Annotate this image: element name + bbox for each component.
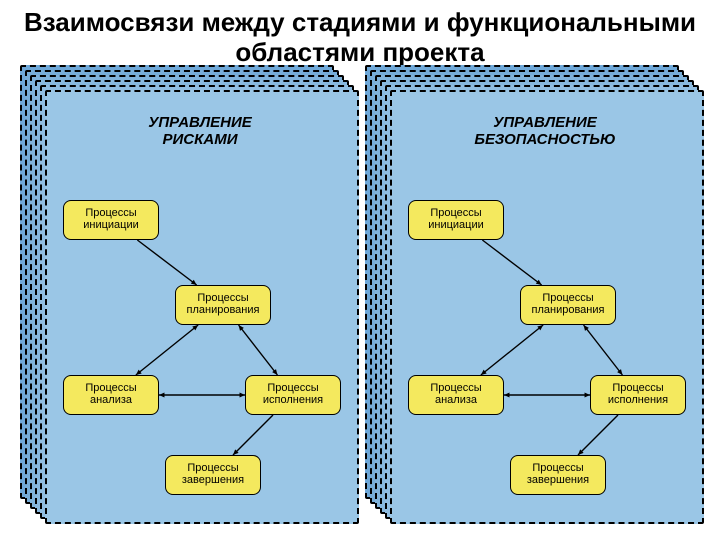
card-content: УПРАВЛЕНИЕБЕЗОПАСНОСТЬЮ Процессыинициации… bbox=[390, 90, 700, 520]
group-title: УПРАВЛЕНИЕРИСКАМИ bbox=[45, 114, 355, 148]
title-text: Взаимосвязи между стадиями и функциональ… bbox=[24, 7, 696, 67]
process-completion: Процессызавершения bbox=[510, 455, 606, 495]
group-title-line1: УПРАВЛЕНИЕ bbox=[45, 114, 355, 131]
process-execution: Процессыисполнения bbox=[590, 375, 686, 415]
arrow-head-icon bbox=[192, 325, 198, 330]
arrow-head-icon bbox=[584, 325, 589, 331]
edge-line bbox=[233, 415, 273, 455]
group-title-line1: УПРАВЛЕНИЕ bbox=[390, 114, 700, 131]
edge-line bbox=[137, 240, 196, 285]
process-analysis-label-2: анализа bbox=[64, 395, 158, 407]
process-execution: Процессыисполнения bbox=[245, 375, 341, 415]
group-title-line2: БЕЗОПАСНОСТЬЮ bbox=[390, 131, 700, 148]
process-execution-label-2: исполнения bbox=[591, 395, 685, 407]
group-title: УПРАВЛЕНИЕБЕЗОПАСНОСТЬЮ bbox=[390, 114, 700, 148]
process-completion-label-2: завершения bbox=[166, 475, 260, 487]
process-planning-label-2: планирования bbox=[176, 305, 270, 317]
process-planning-label-2: планирования bbox=[521, 305, 615, 317]
page: Взаимосвязи между стадиями и функциональ… bbox=[0, 0, 720, 540]
edge-line bbox=[239, 325, 278, 375]
page-title: Взаимосвязи между стадиями и функциональ… bbox=[0, 8, 720, 68]
process-initiation-label-2: инициации bbox=[64, 220, 158, 232]
process-planning: Процессыпланирования bbox=[520, 285, 616, 325]
arrow-head-icon bbox=[504, 393, 509, 398]
process-completion-label-2: завершения bbox=[511, 475, 605, 487]
edge-line bbox=[481, 325, 543, 375]
process-initiation: Процессыинициации bbox=[408, 200, 504, 240]
process-analysis-label-2: анализа bbox=[409, 395, 503, 407]
edge-line bbox=[584, 325, 623, 375]
process-initiation-label-2: инициации bbox=[409, 220, 503, 232]
group-title-line2: РИСКАМИ bbox=[45, 131, 355, 148]
edge-line bbox=[578, 415, 618, 455]
card-content: УПРАВЛЕНИЕРИСКАМИ Процессыинициации Процес… bbox=[45, 90, 355, 520]
arrow-head-icon bbox=[239, 325, 244, 331]
panel-safety: УПРАВЛЕНИЕБЕЗОПАСНОСТЬЮ Процессыинициации… bbox=[390, 90, 700, 520]
edge-line bbox=[482, 240, 541, 285]
arrow-head-icon bbox=[537, 325, 543, 330]
process-completion: Процессызавершения bbox=[165, 455, 261, 495]
process-analysis: Процессыанализа bbox=[63, 375, 159, 415]
process-initiation: Процессыинициации bbox=[63, 200, 159, 240]
edge-line bbox=[136, 325, 198, 375]
arrow-head-icon bbox=[159, 393, 164, 398]
process-execution-label-2: исполнения bbox=[246, 395, 340, 407]
process-analysis: Процессыанализа bbox=[408, 375, 504, 415]
process-planning: Процессыпланирования bbox=[175, 285, 271, 325]
panel-risks: УПРАВЛЕНИЕРИСКАМИ Процессыинициации Процес… bbox=[45, 90, 355, 520]
